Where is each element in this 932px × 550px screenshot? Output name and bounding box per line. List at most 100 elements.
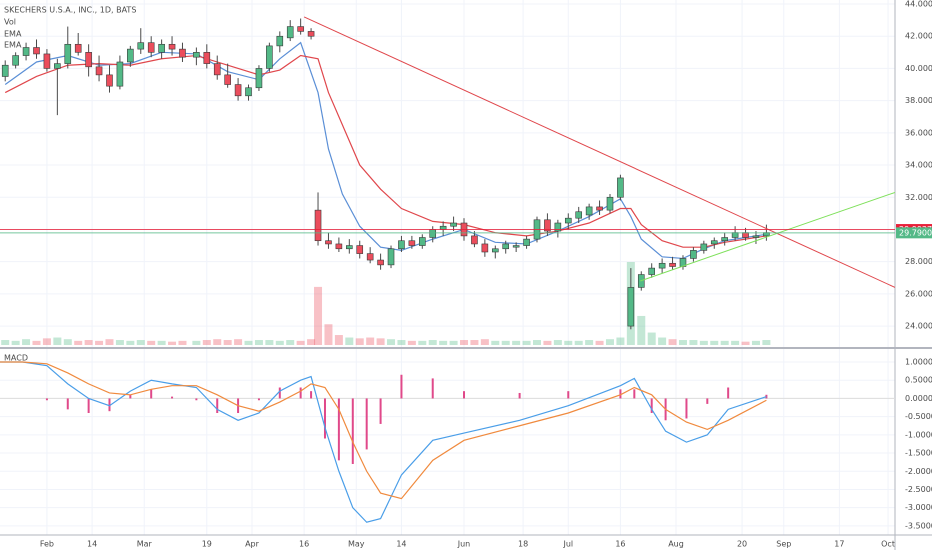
y-tick-label: -1.5000	[905, 449, 932, 458]
y-tick-label: 24.0000	[905, 322, 932, 331]
volume-bar	[595, 340, 604, 345]
volume-bar	[22, 339, 31, 345]
y-tick-label: 42.0000	[905, 32, 932, 41]
histogram-bar	[633, 389, 636, 399]
x-tick-label: Feb	[40, 540, 54, 549]
candle-body	[700, 243, 708, 251]
volume-bar	[147, 340, 156, 345]
y-tick-label: -3.0000	[905, 503, 932, 512]
x-tick-label: 16	[615, 540, 625, 549]
pane-title: MACD	[4, 354, 28, 363]
volume-bar	[136, 340, 145, 345]
x-tick-label: 18	[518, 540, 528, 549]
volume-bar	[699, 340, 708, 345]
histogram-bar	[337, 398, 340, 461]
trend-line	[640, 191, 895, 282]
candle-body	[85, 52, 92, 68]
volume-bar	[157, 340, 166, 345]
x-tick-label: Oct	[881, 540, 895, 549]
candle-body	[721, 237, 728, 242]
candle-body	[43, 53, 51, 69]
candle-body	[276, 35, 284, 47]
volume-bar	[418, 340, 427, 345]
candle-body	[1, 64, 9, 77]
price-pane	[1, 16, 895, 345]
volume-bar	[491, 340, 500, 345]
volume-bar	[720, 340, 729, 345]
volume-bar	[564, 340, 573, 345]
histogram-bar	[171, 396, 174, 399]
y-tick-label: -2.0000	[905, 467, 932, 476]
macd-line	[0, 361, 767, 500]
candle-body	[585, 206, 593, 216]
volume-bar	[265, 340, 274, 345]
volume-bar	[366, 337, 375, 345]
candle-body	[512, 245, 520, 248]
volume-bar	[678, 340, 687, 345]
candle-body	[193, 52, 200, 58]
volume-bar	[95, 340, 104, 345]
x-tick-label: May	[348, 540, 365, 549]
volume-bar	[324, 324, 333, 345]
candle-body	[137, 42, 145, 50]
candle-body	[255, 68, 263, 89]
volume-bar	[762, 340, 771, 345]
histogram-bar	[351, 398, 354, 464]
volume-bar	[254, 340, 263, 345]
volume-bar	[480, 339, 489, 345]
volume-bar	[439, 340, 448, 345]
histogram-bar	[87, 398, 90, 414]
y-tick-label: 44.0000	[905, 0, 932, 9]
volume-bar	[637, 315, 646, 345]
candle-body	[377, 259, 384, 266]
x-tick-label: Sep	[776, 540, 791, 549]
candle-body	[398, 240, 405, 250]
candle-body	[627, 287, 635, 327]
ema-line	[4, 54, 767, 248]
volume-bar	[307, 339, 316, 345]
candle-body	[575, 211, 583, 219]
volume-bar	[710, 340, 719, 345]
volume-bar	[522, 340, 531, 345]
price-label: 29.7900	[899, 228, 932, 237]
candle-body	[408, 240, 416, 246]
y-tick-label: 1.0000	[905, 358, 932, 367]
candle-body	[179, 48, 186, 58]
histogram-bar	[365, 398, 368, 450]
volume-bar	[387, 339, 396, 345]
y-tick-label: -0.5000	[905, 412, 932, 421]
candle-body	[481, 243, 489, 253]
candle-body	[429, 229, 437, 238]
volume-bar	[658, 337, 667, 345]
volume-bar	[512, 340, 521, 345]
candle-body	[669, 262, 676, 267]
volume-bar	[168, 341, 177, 345]
volume-bar	[460, 340, 469, 345]
candle-body	[544, 219, 551, 232]
candle-body	[74, 43, 82, 53]
y-tick-label: 32.0000	[905, 193, 932, 202]
histogram-bar	[129, 394, 132, 399]
candle-body	[147, 42, 155, 53]
volume-bar	[585, 340, 594, 345]
candle-body	[366, 253, 374, 261]
candle-body	[158, 43, 165, 53]
legend-entry: EMA	[4, 30, 22, 39]
candle-body	[710, 240, 718, 245]
x-tick-label: Jul	[562, 540, 573, 549]
volume-bar	[63, 339, 72, 345]
legend-entry: EMA	[4, 41, 22, 50]
candle-body	[439, 225, 447, 230]
volume-bar	[334, 335, 343, 345]
candle-body	[234, 84, 242, 97]
volume-bar	[213, 339, 222, 345]
volume-bar	[428, 340, 437, 345]
volume-bar	[74, 340, 83, 345]
volume-bar	[345, 337, 354, 345]
candle-body	[106, 74, 113, 87]
candle-body	[307, 31, 315, 37]
volume-bar	[574, 340, 583, 345]
y-tick-label: 0.5000	[905, 376, 932, 385]
volume-bar	[126, 340, 135, 345]
